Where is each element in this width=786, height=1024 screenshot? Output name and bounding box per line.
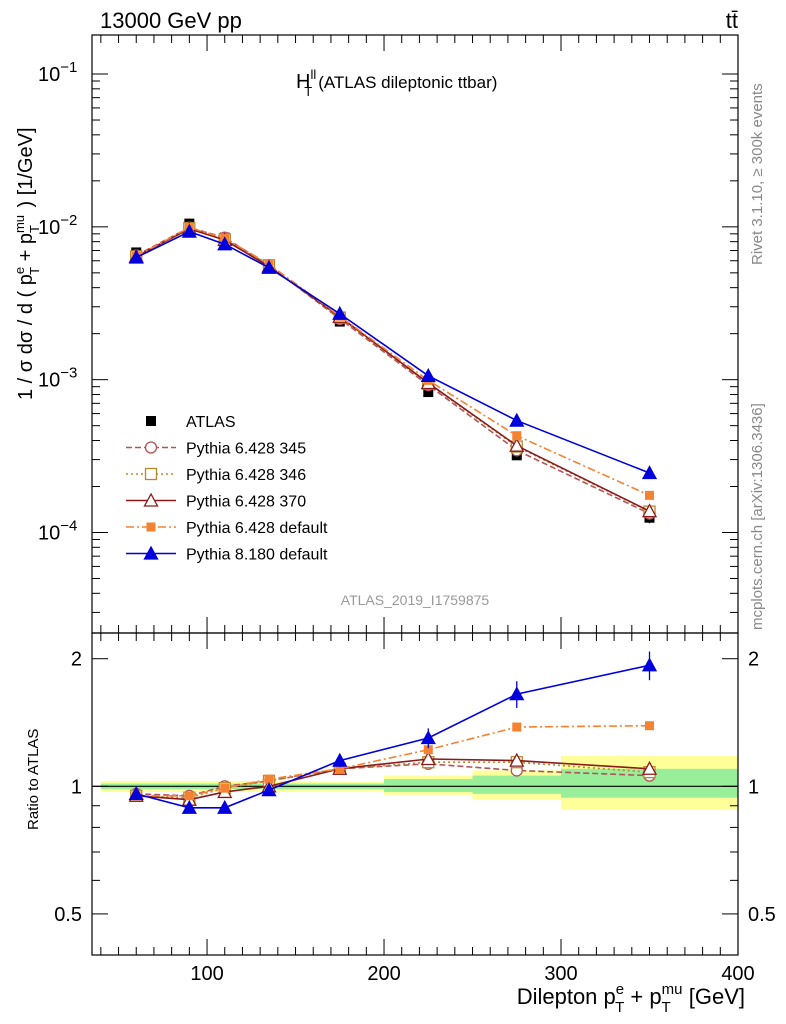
- ratio-data-point: [512, 722, 522, 732]
- data-point: [509, 437, 525, 452]
- ratio-series-line: [136, 724, 650, 797]
- band-green: [472, 775, 562, 794]
- legend-label: Pythia 6.428 default: [186, 520, 328, 537]
- data-point: [420, 367, 436, 382]
- data-point: [509, 412, 525, 427]
- legend-label: Pythia 6.428 345: [186, 441, 306, 458]
- ratio-y-tick-label: 1: [71, 776, 82, 798]
- main-y-ticks: 10−1 10−2 10−3 10−4: [38, 59, 738, 613]
- main-y-tick-label: 10−3: [38, 365, 77, 392]
- plot-title: Hll T (ATLAS dileptonic ttbar): [296, 67, 497, 99]
- data-point: [332, 305, 348, 320]
- legend-marker: [146, 416, 156, 426]
- ratio-y-ticks: 0.5 0.5 1 1 2 2: [54, 649, 776, 956]
- ratio-data-point: [420, 751, 436, 766]
- process-label: tt̄: [726, 8, 738, 33]
- data-point: [217, 236, 233, 251]
- ratio-data-point: [641, 760, 658, 775]
- data-point: [128, 249, 144, 264]
- ratio-y-tick-label: 0.5: [54, 904, 82, 926]
- main-y-label: 1 / σ dσ / d ( peT + pmuT ) [1/GeV]: [12, 127, 42, 400]
- ratio-panel: 0.5 0.5 1 1 2 2 100 200 300 400 Ratio to ATLAS D…: [25, 632, 776, 1016]
- ratio-series-pythia-8-180-default: [128, 651, 658, 814]
- main-series: [128, 218, 658, 524]
- ratio-data-point: [181, 799, 197, 814]
- data-point: [641, 465, 658, 480]
- ratio-data-point: [509, 752, 525, 767]
- ratio-y-label: Ratio to ATLAS: [25, 729, 42, 830]
- ratio-data-point: [423, 745, 433, 755]
- rivet-label: Rivet 3.1.10, ≥ 300k events: [749, 83, 766, 265]
- ratio-bands: [100, 755, 738, 810]
- data-point: [181, 223, 197, 238]
- x-tick-label: 200: [367, 963, 400, 985]
- data-point: [512, 431, 522, 441]
- x-tick-label: 400: [721, 963, 754, 985]
- legend-marker: [143, 545, 159, 560]
- legend-label: Pythia 8.180 default: [186, 547, 328, 564]
- ratio-data-point: [335, 764, 345, 774]
- ratio-y-tick-label-right: 2: [748, 649, 759, 671]
- main-y-tick-label: 10−4: [38, 518, 77, 545]
- ratio-series-line: [136, 664, 650, 809]
- main-frame: [91, 34, 739, 634]
- ratio-y-tick-label-right: 0.5: [748, 904, 776, 926]
- legend-label: Pythia 6.428 370: [186, 494, 306, 511]
- mcplots-label: mcplots.cern.ch [arXiv:1306.3436]: [749, 403, 766, 630]
- legend-marker: [144, 467, 158, 481]
- ratio-y-tick-label-right: 1: [748, 776, 759, 798]
- ratio-data-point: [645, 721, 655, 731]
- main-panel: 10−1 10−2 10−3 10−4 Hll T (ATLAS dileptonic t…: [12, 34, 739, 634]
- ratio-data-point: [420, 730, 436, 745]
- ratio-data-point: [264, 774, 274, 784]
- analysis-id: ATLAS_2019_I1759875: [341, 592, 490, 608]
- ratio-y-tick-label: 2: [71, 649, 82, 671]
- ratio-data-point: [641, 657, 658, 672]
- ratio-series-line: [136, 758, 650, 801]
- ratio-data-point: [509, 686, 525, 701]
- legend-marker: [144, 441, 158, 454]
- band-green: [384, 779, 473, 792]
- main-y-tick-label: 10−2: [38, 212, 77, 239]
- legend-label: ATLAS: [186, 414, 236, 431]
- main-x-ticks: [100, 35, 739, 633]
- ratio-data-point: [217, 799, 233, 814]
- x-tick-label: 100: [190, 963, 223, 985]
- series-line: [135, 230, 650, 474]
- ratio-data-point: [128, 785, 144, 800]
- data-point: [261, 259, 277, 274]
- ratio-data-point: [184, 791, 194, 801]
- energy-label: 13000 GeV pp: [100, 8, 242, 33]
- series-pythia-8-180-default: [128, 223, 658, 480]
- ratio-series: [128, 651, 658, 814]
- data-point: [423, 387, 434, 398]
- legend-marker: [146, 522, 156, 532]
- x-axis-label: Dilepton pe T + pmu T [GeV]: [517, 981, 745, 1016]
- legend-marker: [143, 492, 159, 507]
- series-pythia-6-428-default: [131, 223, 655, 500]
- data-point: [645, 490, 655, 500]
- ratio-x-ticks: 100 200 300 400: [100, 633, 755, 985]
- main-y-tick-label: 10−1: [38, 59, 77, 86]
- data-point: [641, 503, 658, 518]
- ratio-data-point: [220, 783, 230, 793]
- legend-label: Pythia 6.428 346: [186, 467, 306, 484]
- ratio-data-point: [261, 782, 277, 797]
- legend: ATLAS Pythia 6.428 345 Pythia 6.428 346 Pyt…: [126, 414, 328, 564]
- ratio-data-point: [332, 752, 348, 767]
- x-tick-label: 300: [544, 963, 577, 985]
- ratio-frame: [91, 632, 739, 956]
